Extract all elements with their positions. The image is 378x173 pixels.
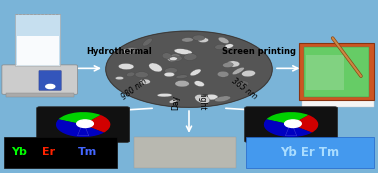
Circle shape	[77, 120, 93, 128]
Ellipse shape	[217, 71, 229, 77]
Text: Screen printing: Screen printing	[222, 47, 296, 56]
Ellipse shape	[164, 72, 175, 77]
FancyBboxPatch shape	[17, 36, 59, 65]
Polygon shape	[299, 43, 374, 100]
Ellipse shape	[225, 44, 234, 48]
Ellipse shape	[167, 54, 180, 61]
Text: Tm: Tm	[77, 147, 97, 157]
Polygon shape	[304, 47, 369, 97]
Wedge shape	[264, 119, 312, 137]
Ellipse shape	[126, 72, 135, 77]
Text: Er: Er	[42, 147, 55, 157]
Ellipse shape	[139, 79, 150, 84]
Ellipse shape	[232, 67, 244, 75]
FancyBboxPatch shape	[15, 14, 60, 66]
FancyBboxPatch shape	[2, 65, 77, 94]
FancyBboxPatch shape	[306, 55, 344, 90]
Ellipse shape	[175, 80, 189, 87]
Text: Yb Er Tm: Yb Er Tm	[280, 146, 339, 159]
Ellipse shape	[190, 69, 201, 76]
Text: light: light	[197, 93, 206, 111]
Ellipse shape	[192, 35, 205, 40]
Ellipse shape	[143, 38, 152, 46]
Circle shape	[285, 120, 301, 128]
Ellipse shape	[126, 47, 138, 53]
Ellipse shape	[127, 48, 141, 52]
Wedge shape	[59, 112, 101, 125]
FancyBboxPatch shape	[39, 71, 61, 90]
Ellipse shape	[122, 48, 136, 54]
FancyBboxPatch shape	[134, 137, 236, 168]
Circle shape	[106, 31, 272, 107]
Ellipse shape	[176, 75, 188, 79]
Ellipse shape	[135, 72, 149, 78]
Ellipse shape	[184, 54, 197, 60]
Ellipse shape	[162, 53, 172, 59]
Ellipse shape	[118, 63, 134, 70]
Polygon shape	[302, 93, 374, 107]
Ellipse shape	[205, 94, 218, 100]
Text: Yb: Yb	[11, 147, 27, 157]
Ellipse shape	[195, 94, 210, 103]
Ellipse shape	[215, 44, 225, 49]
Ellipse shape	[157, 93, 172, 97]
Wedge shape	[83, 115, 110, 133]
FancyBboxPatch shape	[6, 93, 74, 97]
Ellipse shape	[149, 63, 162, 72]
Text: 980 nm: 980 nm	[120, 77, 149, 102]
Ellipse shape	[198, 38, 209, 43]
FancyBboxPatch shape	[37, 107, 130, 142]
Ellipse shape	[164, 68, 177, 74]
Ellipse shape	[169, 57, 177, 61]
Wedge shape	[56, 119, 104, 137]
Text: Hydrothermal: Hydrothermal	[86, 47, 152, 56]
Ellipse shape	[182, 38, 194, 42]
Wedge shape	[291, 115, 318, 133]
Text: 365 nm: 365 nm	[229, 77, 258, 102]
Ellipse shape	[218, 37, 229, 44]
Ellipse shape	[115, 76, 124, 80]
FancyBboxPatch shape	[245, 107, 338, 142]
Ellipse shape	[215, 96, 231, 102]
FancyBboxPatch shape	[4, 137, 117, 168]
Text: Day: Day	[172, 94, 181, 110]
Circle shape	[46, 84, 55, 89]
Ellipse shape	[194, 81, 204, 87]
Ellipse shape	[174, 49, 192, 55]
FancyBboxPatch shape	[246, 137, 374, 168]
Ellipse shape	[226, 61, 240, 67]
Ellipse shape	[235, 81, 249, 87]
Wedge shape	[266, 112, 308, 125]
Ellipse shape	[242, 70, 256, 77]
Ellipse shape	[169, 99, 177, 103]
Ellipse shape	[169, 55, 182, 61]
Ellipse shape	[223, 62, 233, 67]
